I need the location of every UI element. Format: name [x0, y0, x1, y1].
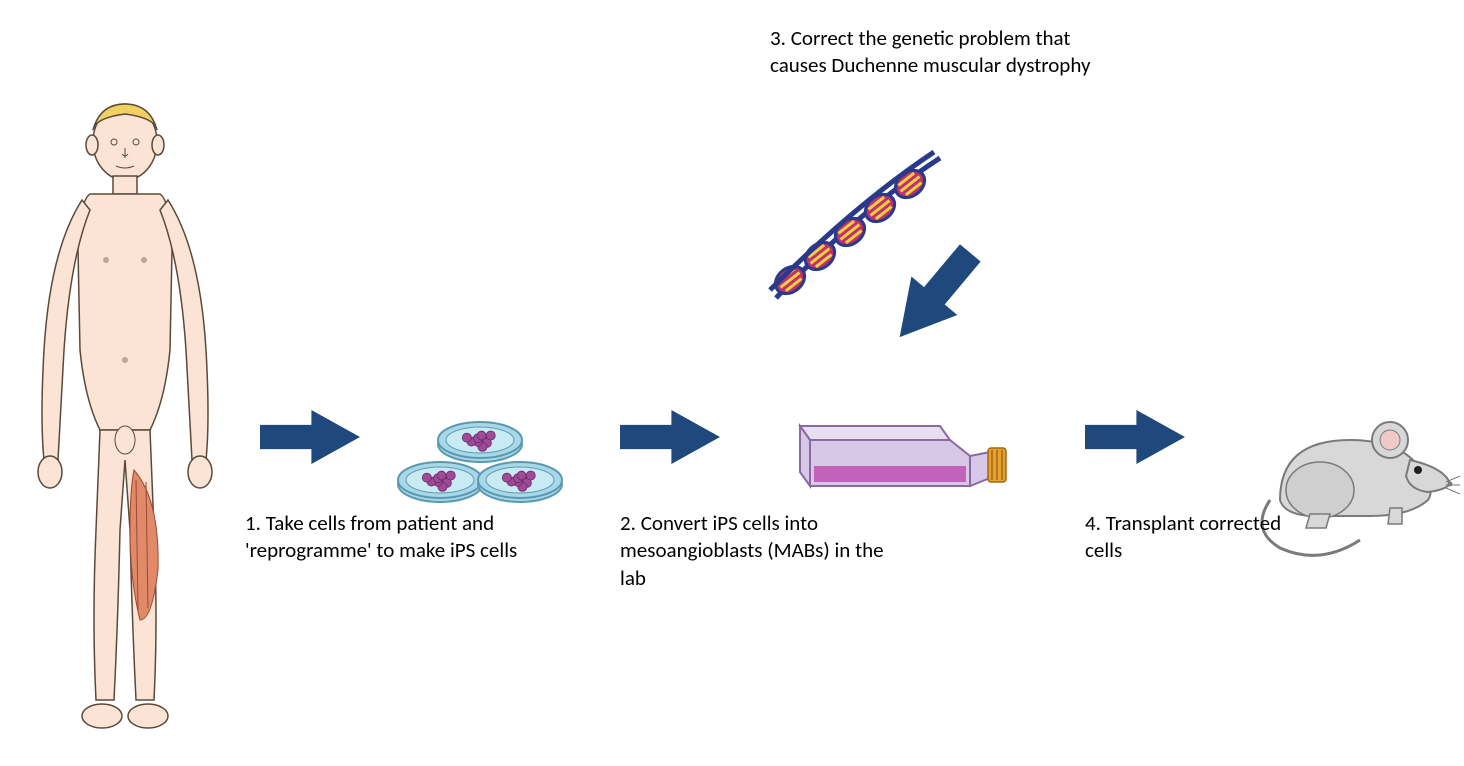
culture-flask-icon — [790, 400, 1010, 510]
arrow-2 — [620, 410, 720, 464]
step2-label: 2. Convert iPS cells into mesoangioblast… — [620, 510, 900, 592]
step3-label: 3. Correct the genetic problem that caus… — [770, 25, 1120, 80]
step1-label: 1. Take cells from patient and 'reprogra… — [245, 510, 525, 565]
human-figure — [30, 100, 220, 740]
step4-label: 4. Transplant corrected cells — [1085, 510, 1285, 565]
arrow-4 — [1085, 410, 1185, 464]
arrow-1 — [260, 410, 360, 464]
